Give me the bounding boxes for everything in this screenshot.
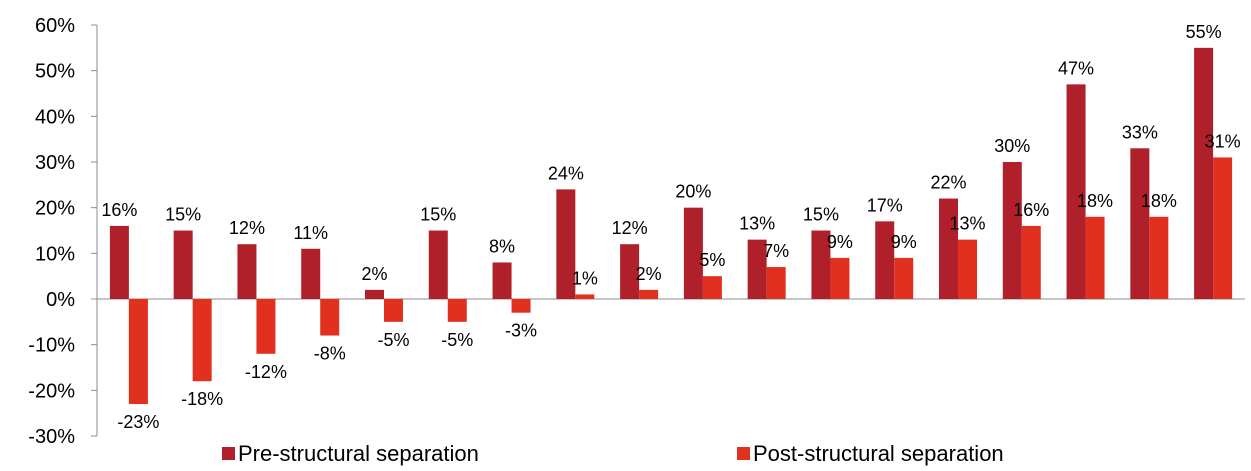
post-separation-data-label: -5% <box>377 330 409 350</box>
bar-layer <box>109 47 1233 405</box>
pre-separation-data-label: 55% <box>1186 22 1222 42</box>
post-separation-bar <box>1085 216 1105 299</box>
pre-separation-bar <box>875 221 895 299</box>
post-separation-bar <box>1149 216 1169 299</box>
pre-separation-data-label: 47% <box>1058 58 1094 78</box>
y-tick-label: 60% <box>35 15 75 37</box>
pre-separation-data-label: 11% <box>293 223 328 243</box>
post-separation-bar <box>958 239 977 299</box>
pre-separation-bar <box>301 248 321 299</box>
post-separation-data-label: 2% <box>636 264 662 284</box>
post-separation-data-label: -18% <box>181 389 223 409</box>
y-tick-label: -30% <box>28 426 75 448</box>
pre-separation-bar <box>620 244 640 299</box>
pre-separation-data-label: 12% <box>229 218 265 238</box>
post-separation-data-label: -12% <box>245 362 287 382</box>
post-separation-data-label: -5% <box>441 330 473 350</box>
y-tick-label: 40% <box>35 106 75 128</box>
post-separation-bar <box>830 257 850 299</box>
pre-separation-data-label: 2% <box>361 264 387 284</box>
post-separation-bar <box>192 299 212 382</box>
pre-separation-bar <box>939 198 958 299</box>
post-separation-bar <box>256 299 276 354</box>
pre-separation-bar <box>1002 162 1022 299</box>
post-separation-data-label: -3% <box>505 321 537 341</box>
pre-separation-bar <box>173 230 193 299</box>
pre-separation-bar <box>365 289 384 299</box>
legend-post-separation-swatch <box>737 447 750 460</box>
pre-separation-bar <box>811 230 831 299</box>
pre-separation-bar <box>1066 84 1086 299</box>
y-tick-label: 10% <box>35 243 75 265</box>
y-tick-label: 20% <box>35 198 75 220</box>
y-tick-label: 30% <box>35 152 75 174</box>
post-separation-data-label: 18% <box>1141 191 1177 211</box>
y-tick-label: 50% <box>35 61 75 83</box>
pre-separation-bar <box>237 244 257 299</box>
y-tick-label: -10% <box>28 335 75 357</box>
legend: Pre-structural separation Post-structural… <box>222 441 1004 466</box>
legend-pre-separation-swatch <box>222 447 235 460</box>
pre-separation-data-label: 30% <box>994 136 1030 156</box>
axis-layer: 60% 50% 40% 30% 20% 10% 0% -10% -20% -30% <box>28 15 1245 448</box>
post-separation-data-label: 16% <box>1013 200 1049 220</box>
pre-separation-bar <box>428 230 448 299</box>
pre-separation-data-label: 15% <box>420 205 456 225</box>
post-separation-bar <box>128 299 148 405</box>
post-separation-data-label: -23% <box>117 412 159 432</box>
pre-separation-data-label: 15% <box>803 205 839 225</box>
post-separation-bar <box>702 276 722 299</box>
post-separation-data-label: -8% <box>314 344 346 364</box>
post-separation-data-label: 1% <box>572 268 598 288</box>
post-separation-bar <box>894 257 914 299</box>
pre-separation-data-label: 16% <box>101 200 137 220</box>
post-separation-bar <box>575 294 595 299</box>
pre-separation-bar <box>556 189 576 299</box>
pre-separation-data-label: 8% <box>489 236 515 256</box>
post-separation-bar <box>1213 157 1233 299</box>
post-separation-bar <box>511 299 531 313</box>
post-separation-data-label: 7% <box>763 241 789 261</box>
pre-separation-bar <box>492 262 512 299</box>
post-separation-bar <box>320 299 340 336</box>
post-separation-data-label: 9% <box>891 232 917 252</box>
post-separation-data-label: 18% <box>1077 191 1113 211</box>
post-separation-data-label: 31% <box>1205 131 1241 151</box>
post-separation-data-label: 9% <box>827 232 853 252</box>
post-separation-bar <box>639 289 659 299</box>
y-tick-label: 0% <box>46 289 75 311</box>
data-label-layer: 16% -23% 15% -18% 12% -12% 11% -8% 2% -5% 15% -5% 8%… <box>101 22 1240 432</box>
y-tick-label: -20% <box>28 380 75 402</box>
pre-separation-data-label: 15% <box>165 205 201 225</box>
post-separation-bar <box>766 267 786 299</box>
post-separation-bar <box>447 299 467 322</box>
legend-post-separation-label: Post-structural separation <box>753 441 1004 466</box>
pre-separation-data-label: 17% <box>867 195 903 215</box>
pre-separation-data-label: 22% <box>930 173 966 193</box>
pre-separation-data-label: 12% <box>612 218 648 238</box>
pre-separation-bar <box>109 225 129 299</box>
post-separation-bar <box>1021 225 1041 299</box>
post-separation-bar <box>384 299 403 322</box>
pre-separation-bar <box>1130 148 1150 299</box>
pre-separation-data-label: 20% <box>675 182 711 202</box>
pre-separation-bar <box>747 239 767 299</box>
post-separation-data-label: 13% <box>949 214 985 234</box>
pre-separation-bar <box>1194 47 1214 300</box>
pre-separation-data-label: 24% <box>548 163 584 183</box>
post-separation-data-label: 5% <box>699 250 725 270</box>
pre-separation-bar <box>683 207 703 299</box>
legend-pre-separation-label: Pre-structural separation <box>238 441 479 466</box>
pre-separation-data-label: 33% <box>1122 122 1158 142</box>
pre-separation-data-label: 13% <box>739 214 775 234</box>
